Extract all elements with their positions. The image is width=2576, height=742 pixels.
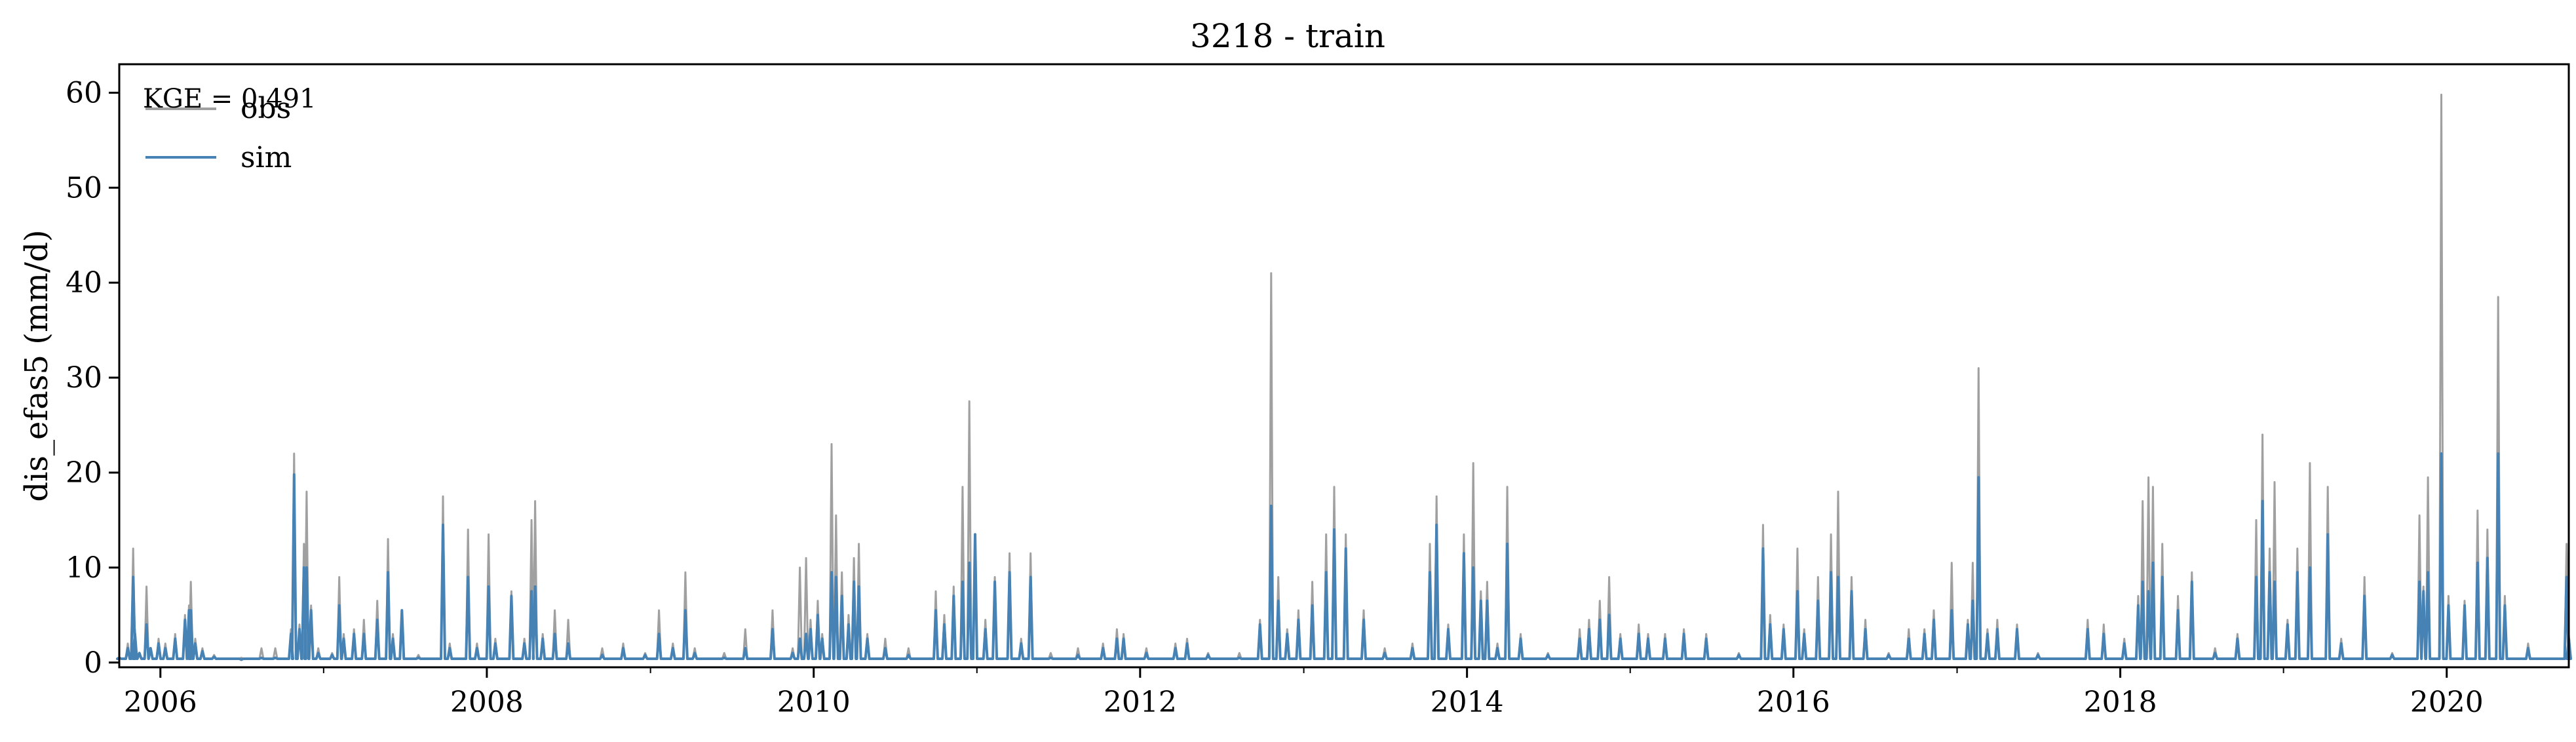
x-tick-label: 2012 <box>1104 686 1177 719</box>
y-tick-label: 40 <box>66 266 102 300</box>
x-tick-label: 2006 <box>124 686 197 719</box>
y-tick-label: 50 <box>66 171 102 205</box>
x-tick-label: 2010 <box>777 686 851 719</box>
chart-title: 3218 - train <box>1190 17 1385 55</box>
x-axis: 2006 2008 2010 2012 2014 2016 2018 2020 <box>124 667 2484 719</box>
y-tick-label: 10 <box>66 551 102 585</box>
y-axis-label: dis_efas5 (mm/d) <box>18 229 55 501</box>
x-tick-label: 2018 <box>2084 686 2157 719</box>
series-layer <box>116 93 2572 661</box>
y-tick-label: 60 <box>66 76 102 109</box>
x-tick-label: 2016 <box>1757 686 1830 719</box>
legend: obs sim <box>145 92 292 174</box>
y-tick-label: 30 <box>66 361 102 395</box>
plot-frame <box>118 63 2570 669</box>
legend-label-sim: sim <box>240 141 292 174</box>
series-line-sim <box>116 452 2572 661</box>
y-tick-label: 0 <box>84 646 102 680</box>
x-tick-label: 2020 <box>2410 686 2484 719</box>
y-tick-label: 20 <box>66 456 102 490</box>
x-tick-label: 2014 <box>1431 686 1504 719</box>
y-axis: 0 10 20 30 40 50 60 <box>66 76 119 680</box>
x-tick-label: 2008 <box>450 686 524 719</box>
kge-annotation: KGE = 0.491 <box>143 84 317 114</box>
legend-label-obs: obs <box>240 92 291 125</box>
